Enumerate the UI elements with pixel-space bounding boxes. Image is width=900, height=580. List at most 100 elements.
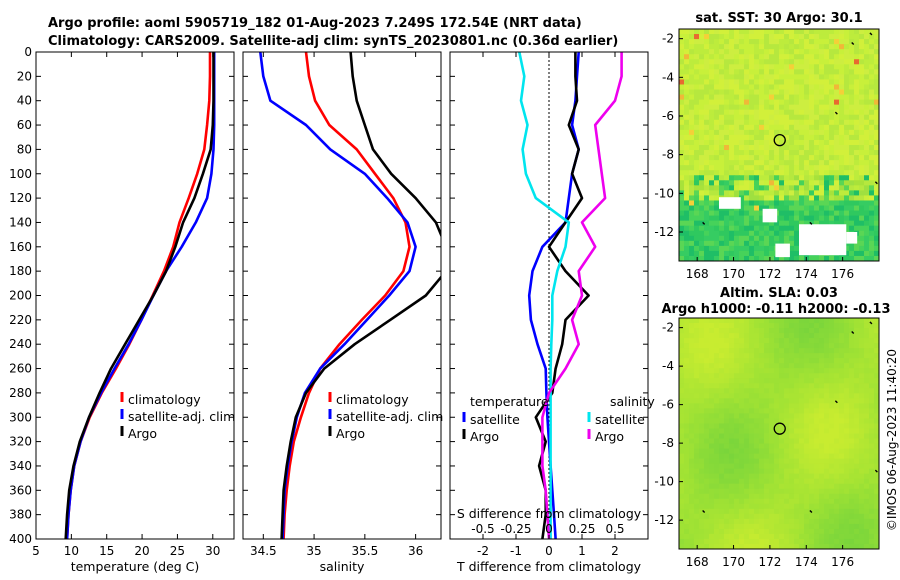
map-cell <box>819 363 825 369</box>
map-cell <box>854 64 860 70</box>
map-cell <box>679 463 685 470</box>
map-cell <box>849 119 855 126</box>
map-cell <box>779 328 785 334</box>
map-cell <box>869 353 875 359</box>
map-cell <box>794 124 800 131</box>
map-cell <box>769 175 775 181</box>
map-cell <box>789 383 795 389</box>
map-cell <box>834 523 840 530</box>
map-cell <box>744 170 750 176</box>
map-cell <box>799 44 805 50</box>
map-cell <box>824 333 830 339</box>
map-cell <box>809 343 815 349</box>
map-cell <box>749 363 755 369</box>
map-cell <box>874 518 879 525</box>
map-cell <box>874 493 879 500</box>
map-cell <box>809 398 815 404</box>
map-cell <box>824 323 830 329</box>
map-cell <box>809 488 815 495</box>
map-cell <box>754 438 760 445</box>
map-cell <box>844 200 850 207</box>
map-cell <box>834 368 840 374</box>
map-cell <box>779 533 785 540</box>
map-cell <box>779 89 785 96</box>
map-cell <box>759 139 765 146</box>
map-cell <box>844 533 850 540</box>
map-cell <box>719 493 725 500</box>
map-cell <box>789 200 795 207</box>
map-cell <box>814 453 820 460</box>
map-cell <box>749 139 755 146</box>
map-cell <box>819 165 825 171</box>
map-cell <box>694 109 700 116</box>
map-cell <box>699 29 705 35</box>
map-cell <box>769 498 775 505</box>
map-cell <box>799 543 805 549</box>
map-cell <box>814 393 820 399</box>
map-cell <box>839 150 845 156</box>
map-cell <box>834 99 840 106</box>
map-cell <box>679 318 685 324</box>
map-cell <box>679 59 685 65</box>
map-cell <box>849 393 855 399</box>
land-patch <box>775 243 790 258</box>
map-cell <box>759 393 765 399</box>
x-tick-label: 168 <box>686 267 709 281</box>
map-cell <box>809 418 815 425</box>
map-cell <box>869 543 875 549</box>
map-cell <box>689 165 695 171</box>
map-cell <box>719 318 725 324</box>
map-cell <box>849 94 855 101</box>
map-cell <box>859 145 865 151</box>
map-cell <box>859 433 865 440</box>
map-cell <box>744 160 750 166</box>
map-cell <box>864 99 870 106</box>
map-cell <box>754 433 760 440</box>
map-cell <box>809 129 815 136</box>
map-cell <box>734 190 740 197</box>
map-cell <box>864 134 870 141</box>
map-cell <box>689 398 695 404</box>
map-cell <box>699 493 705 500</box>
map-cell <box>769 155 775 161</box>
map-cell <box>869 413 875 420</box>
island-mark <box>851 330 855 334</box>
legend-label: Argo <box>128 426 157 441</box>
map-cell <box>789 34 795 40</box>
map-cell <box>799 343 805 349</box>
map-cell <box>739 423 745 430</box>
map-cell <box>834 438 840 445</box>
map-cell <box>784 538 790 545</box>
map-cell <box>859 225 865 232</box>
map-cell <box>819 373 825 379</box>
map-cell <box>794 483 800 490</box>
map-cell <box>799 363 805 369</box>
map-cell <box>804 89 810 96</box>
map-cell <box>779 368 785 374</box>
map-cell <box>804 428 810 435</box>
map-cell <box>689 428 695 435</box>
map-cell <box>859 235 865 242</box>
map-cell <box>839 508 845 515</box>
map-cell <box>849 124 855 131</box>
map-cell <box>719 483 725 490</box>
map-cell <box>779 483 785 490</box>
map-cell <box>854 338 860 344</box>
map-cell <box>869 44 875 50</box>
map-cell <box>824 518 830 525</box>
map-cell <box>794 388 800 394</box>
map-cell <box>759 34 765 40</box>
map-cell <box>854 74 860 81</box>
top-tick-label: -0.25 <box>500 522 531 536</box>
map-cell <box>789 543 795 549</box>
map-cell <box>804 54 810 60</box>
map-cell <box>794 54 800 60</box>
map-cell <box>829 523 835 530</box>
map-cell <box>699 453 705 460</box>
map-cell <box>724 160 730 166</box>
map-cell <box>759 160 765 166</box>
map-cell <box>749 69 755 75</box>
map-cell <box>804 508 810 515</box>
map-cell <box>759 119 765 126</box>
map-cell <box>759 473 765 480</box>
